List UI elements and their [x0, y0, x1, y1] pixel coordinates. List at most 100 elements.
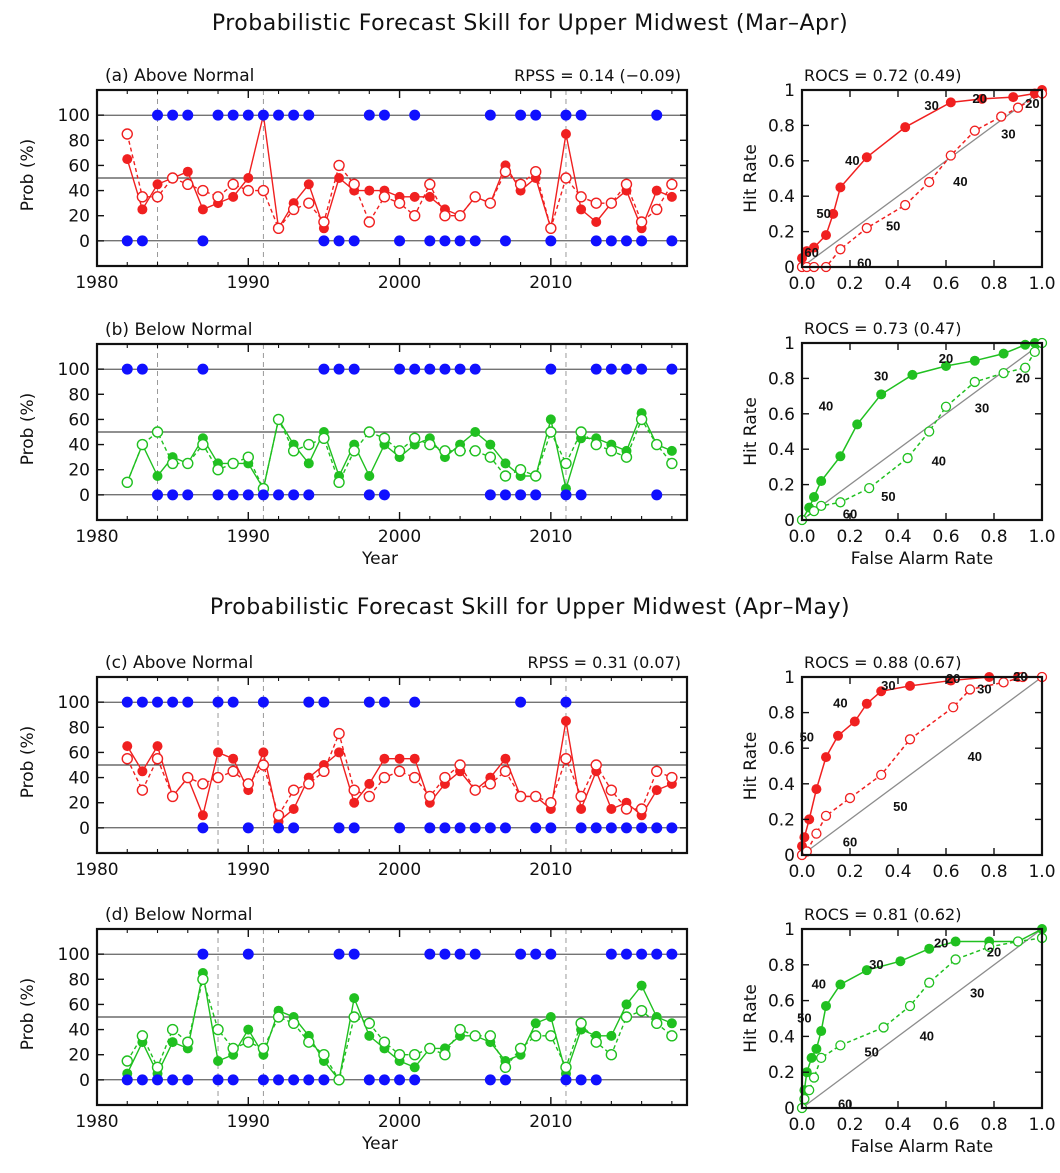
x-tick-label: 1990 — [227, 527, 270, 547]
forecast-point-dashed — [166, 457, 179, 470]
roc-y-axis-label: Hit Rate — [741, 984, 761, 1053]
forecast-point-dashed — [348, 445, 360, 457]
y-tick-label: 0 — [79, 486, 90, 506]
forecast-point-solid — [606, 804, 617, 814]
threshold-label: 30 — [975, 400, 989, 415]
forecast-point-dashed — [590, 759, 602, 771]
forecast-point-solid — [303, 179, 314, 190]
roc-point-solid — [905, 680, 915, 691]
roc-frame — [800, 88, 1044, 269]
forecast-point-dashed — [303, 197, 315, 209]
observed-point — [620, 822, 632, 834]
observed-point — [348, 363, 360, 375]
plot-frame — [95, 675, 689, 855]
x-tick-label: 2000 — [378, 860, 421, 880]
y-axis-label: Prob (%) — [18, 726, 38, 799]
forecast-point-dashed — [575, 790, 587, 803]
timeseries-panel-c: 0 20 40 60 80 100 1980 1990 2000 2010 (c) Above No… — [18, 653, 689, 880]
observed-point — [121, 363, 133, 375]
roc-point-dashed — [964, 684, 976, 695]
observed-point — [363, 696, 375, 708]
observed-point — [227, 696, 239, 708]
forecast-point-dashed — [514, 790, 527, 803]
forecast-point-solid — [651, 785, 662, 796]
roc-curve-dashed — [801, 937, 1043, 1109]
observed-point — [666, 822, 678, 834]
observed-point — [257, 109, 269, 121]
forecast-point-dashed — [303, 1036, 315, 1048]
forecast-point-dashed — [197, 184, 209, 197]
observed-point — [515, 489, 527, 501]
roc-point-dashed — [1020, 362, 1031, 373]
threshold-label: 30 — [924, 98, 938, 113]
forecast-point-solid — [576, 804, 587, 814]
forecast-point-dashed — [272, 809, 285, 821]
rocs-stat: ROCS = 0.73 (0.47) — [804, 319, 961, 338]
figure-title-2: Probabilistic Forecast Skill for Upper M… — [210, 595, 850, 620]
roc-point-solid — [895, 956, 906, 967]
x-tick-label: 1.0 — [1028, 527, 1055, 547]
forecast-point-dashed — [408, 432, 421, 444]
forecast-point-dashed — [197, 778, 209, 790]
forecast-point-solid — [334, 173, 345, 183]
roc-point-dashed — [861, 222, 872, 234]
forecast-point-dashed — [590, 438, 602, 451]
timeseries-panel-d: 0 20 40 60 80 100 1980 1990 2000 2010 (d) Below No… — [18, 905, 689, 1154]
observed-point — [394, 1074, 406, 1086]
forecast-point-dashed — [121, 128, 133, 140]
forecast-point-dashed — [666, 771, 678, 784]
y-tick-label: 80 — [68, 970, 90, 990]
observed-point — [288, 109, 300, 121]
forecast-point-dashed — [635, 803, 648, 815]
forecast-point-dashed — [545, 797, 557, 809]
observed-point — [484, 109, 496, 121]
observed-point — [348, 235, 360, 247]
forecast-point-dashed — [424, 1042, 436, 1055]
forecast-point-dashed — [333, 476, 345, 488]
forecast-point-dashed — [333, 727, 345, 740]
forecast-point-dashed — [424, 438, 436, 451]
y-tick-label: 100 — [58, 360, 90, 380]
forecast-point-solid — [167, 1037, 178, 1048]
threshold-label: 20 — [1025, 96, 1039, 111]
forecast-point-solid — [545, 414, 556, 425]
roc-y-axis-label: Hit Rate — [741, 144, 761, 213]
observed-point — [484, 1074, 496, 1086]
forecast-point-dashed — [151, 753, 164, 765]
roc-point-solid — [809, 491, 819, 502]
y-tick-label: 100 — [58, 106, 90, 126]
forecast-point-dashed — [151, 426, 164, 438]
forecast-point-dashed — [121, 1055, 133, 1067]
observed-point — [439, 948, 451, 960]
forecast-point-dashed — [212, 464, 224, 476]
threshold-label: 30 — [977, 681, 991, 696]
roc-frame — [800, 927, 1044, 1110]
forecast-point-solid — [560, 129, 571, 139]
roc-point-solid — [811, 784, 822, 795]
x-tick-label: 1990 — [227, 860, 270, 880]
forecast-point-dashed — [514, 178, 527, 190]
forecast-point-dashed — [469, 445, 481, 457]
observed-point — [575, 822, 587, 834]
threshold-label: 40 — [968, 749, 982, 764]
x-tick-label: 2000 — [378, 273, 421, 293]
timeseries-panel-a: 0 20 40 60 80 100 1980 1990 2000 2010 (a) Above No… — [18, 66, 689, 293]
rpss-stat: RPSS = 0.31 (0.07) — [528, 653, 681, 672]
observed-point — [666, 363, 678, 375]
forecast-point-dashed — [303, 778, 315, 790]
observed-point — [152, 1074, 164, 1086]
observed-point — [545, 948, 557, 960]
forecast-point-dashed — [257, 759, 270, 771]
threshold-label: 40 — [833, 696, 847, 711]
forecast-point-dashed — [439, 771, 451, 784]
x-tick-label: 1.0 — [1028, 274, 1055, 294]
roc-x-axis-label: False Alarm Rate — [851, 1137, 993, 1157]
forecast-point-dashed — [272, 222, 285, 234]
forecast-point-dashed — [151, 191, 164, 203]
y-tick-label: 1 — [784, 920, 795, 940]
observed-point — [575, 489, 587, 501]
roc-point-dashed — [1012, 936, 1024, 947]
forecast-point-dashed — [287, 1017, 300, 1029]
observed-point — [666, 948, 678, 960]
